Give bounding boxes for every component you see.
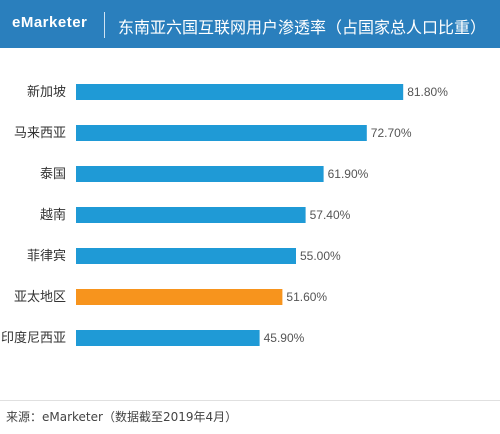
category-label: 亚太地区 [14, 290, 66, 305]
value-label: 72.70% [371, 126, 412, 140]
value-label: 57.40% [310, 208, 351, 222]
bar-chart: 新加坡 81.80% 马来西亚 72.70% 泰国 61.90% 越南 57.40% 菲律宾 55… [1, 84, 448, 346]
chart-title: 东南亚六国互联网用户渗透率（占国家总人口比重） [118, 18, 487, 37]
category-label: 菲律宾 [27, 248, 66, 264]
bar [76, 125, 367, 141]
value-label: 51.60% [286, 290, 327, 304]
category-label: 泰国 [40, 167, 66, 182]
footer-divider [0, 400, 500, 401]
value-label: 61.90% [328, 167, 369, 181]
category-label: 越南 [40, 207, 66, 223]
source-note: 来源：eMarketer（数据截至2019年4月） [6, 410, 238, 424]
category-label: 新加坡 [27, 84, 66, 100]
value-label: 45.90% [264, 331, 305, 345]
value-label: 55.00% [300, 249, 341, 263]
brand-logo: eMarketer [12, 14, 88, 31]
bar [76, 207, 306, 223]
bar [76, 166, 324, 182]
header-divider [104, 12, 105, 38]
chart-header: eMarketer 东南亚六国互联网用户渗透率（占国家总人口比重） [0, 0, 500, 48]
category-label: 印度尼西亚 [1, 330, 66, 346]
bar [76, 330, 260, 346]
value-label: 81.80% [407, 85, 448, 99]
bar [76, 248, 296, 264]
bar [76, 289, 283, 305]
category-label: 马来西亚 [14, 126, 66, 141]
bar [76, 84, 404, 100]
